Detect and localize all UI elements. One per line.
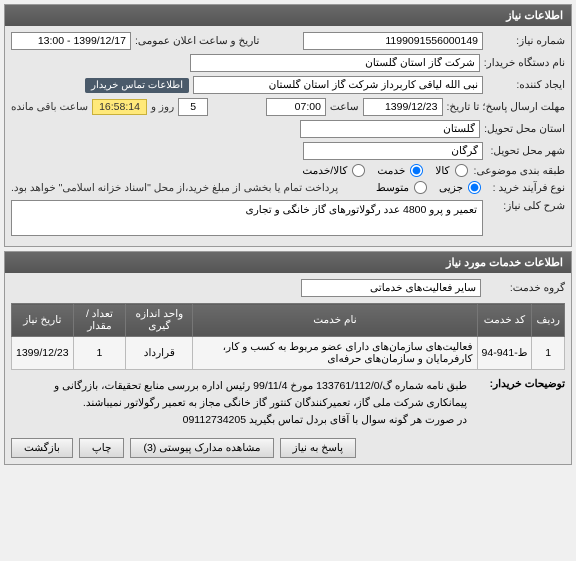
- province-label: استان محل تحویل:: [484, 123, 565, 135]
- service-info-body: گروه خدمت: ردیف کد خدمت نام خدمت واحد ان…: [5, 273, 571, 464]
- need-info-body: شماره نیاز: تاریخ و ساعت اعلان عمومی: نا…: [5, 26, 571, 246]
- cell-code: ط-941-94: [477, 337, 532, 370]
- col-unit: واحد اندازه گیری: [126, 304, 193, 337]
- countdown-timer: 16:58:14: [92, 99, 147, 115]
- cell-qty: 1: [73, 337, 126, 370]
- service-group-label: گروه خدمت:: [487, 282, 565, 294]
- creator-label: ایجاد کننده:: [487, 79, 565, 91]
- process-minor-text: جزیی: [439, 182, 463, 194]
- city-field: [303, 142, 483, 160]
- process-label: نوع فرآیند خرید :: [487, 182, 565, 194]
- buyer-notes-label: توضیحات خریدار:: [475, 378, 565, 390]
- cell-name: فعالیت‌های سازمان‌های دارای عضو مربوط به…: [193, 337, 477, 370]
- process-minor-option[interactable]: جزیی: [433, 181, 483, 194]
- buyer-notes-text: طبق نامه شماره گ/133761/112/0 مورخ 99/11…: [11, 378, 467, 428]
- process-medium-option[interactable]: متوسط: [370, 181, 429, 194]
- col-code: کد خدمت: [477, 304, 532, 337]
- deadline-label: مهلت ارسال پاسخ؛ تا تاریخ:: [447, 101, 566, 113]
- need-number-label: شماره نیاز:: [487, 35, 565, 47]
- category-goods-text: کالا: [435, 165, 449, 177]
- need-number-field: [303, 32, 483, 50]
- buyer-label: نام دستگاه خریدار:: [484, 57, 565, 69]
- remaining-suffix: ساعت باقی مانده: [11, 101, 88, 113]
- need-info-header: اطلاعات نیاز: [5, 5, 571, 26]
- service-info-panel: اطلاعات خدمات مورد نیاز گروه خدمت: ردیف …: [4, 251, 572, 465]
- days-suffix: روز و: [151, 101, 174, 113]
- reply-button[interactable]: پاسخ به نیاز: [280, 438, 356, 458]
- days-left-field: [178, 98, 208, 116]
- buyer-field: [190, 54, 480, 72]
- general-desc-label: شرح کلی نیاز:: [487, 200, 565, 212]
- service-group-field: [301, 279, 481, 297]
- cell-unit: قرارداد: [126, 337, 193, 370]
- creator-field: [193, 76, 483, 94]
- need-info-panel: اطلاعات نیاز شماره نیاز: تاریخ و ساعت اع…: [4, 4, 572, 247]
- category-goods-radio[interactable]: [455, 164, 468, 177]
- payment-note: پرداخت تمام یا بخشی از مبلغ خرید،از محل …: [11, 182, 338, 194]
- print-button[interactable]: چاپ: [79, 438, 125, 458]
- category-label: طبقه بندی موضوعی:: [474, 165, 565, 177]
- cell-date: 1399/12/23: [12, 337, 74, 370]
- process-medium-radio[interactable]: [414, 181, 427, 194]
- back-button[interactable]: بازگشت: [11, 438, 73, 458]
- col-name: نام خدمت: [193, 304, 477, 337]
- city-label: شهر محل تحویل:: [487, 145, 565, 157]
- announce-field: [11, 32, 131, 50]
- category-service-radio[interactable]: [410, 164, 423, 177]
- category-both-text: کالا/خدمت: [302, 165, 347, 177]
- process-medium-text: متوسط: [376, 182, 409, 194]
- category-goods-option[interactable]: کالا: [429, 164, 469, 177]
- table-row[interactable]: 1 ط-941-94 فعالیت‌های سازمان‌های دارای ع…: [12, 337, 565, 370]
- service-table: ردیف کد خدمت نام خدمت واحد اندازه گیری ت…: [11, 303, 565, 370]
- time-label: ساعت: [330, 101, 359, 113]
- col-idx: ردیف: [532, 304, 565, 337]
- province-field: [300, 120, 480, 138]
- col-date: تاریخ نیاز: [12, 304, 74, 337]
- announce-label: تاریخ و ساعت اعلان عمومی:: [135, 35, 259, 47]
- category-both-radio[interactable]: [352, 164, 365, 177]
- service-info-header: اطلاعات خدمات مورد نیاز: [5, 252, 571, 273]
- attachments-button[interactable]: مشاهده مدارک پیوستی (3): [130, 438, 273, 458]
- general-desc-field[interactable]: تعمیر و پرو 4800 عدد رگولاتورهای گاز خان…: [11, 200, 483, 236]
- cell-idx: 1: [532, 337, 565, 370]
- deadline-date-field: [363, 98, 443, 116]
- process-minor-radio[interactable]: [468, 181, 481, 194]
- category-service-text: خدمت: [377, 165, 405, 177]
- deadline-time-field: [266, 98, 326, 116]
- category-service-option[interactable]: خدمت: [371, 164, 425, 177]
- buyer-contact-link[interactable]: اطلاعات تماس خریدار: [85, 78, 189, 93]
- col-qty: تعداد / مقدار: [73, 304, 126, 337]
- category-both-option[interactable]: کالا/خدمت: [296, 164, 367, 177]
